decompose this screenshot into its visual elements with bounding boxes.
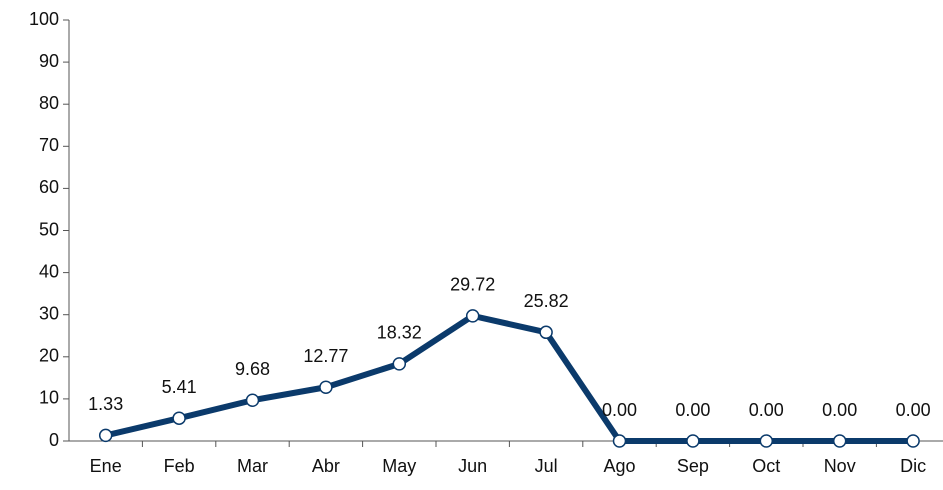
point — [467, 310, 479, 322]
x-tick-label: May — [382, 456, 416, 476]
point — [834, 435, 846, 447]
y-tick-label: 0 — [49, 430, 59, 450]
value-label: 29.72 — [450, 275, 495, 295]
x-tick-label: Feb — [164, 456, 195, 476]
y-tick-label: 80 — [39, 93, 59, 113]
chart: 0 10 20 30 40 50 60 70 80 90 100 Ene Feb Mar Abr May Jun… — [0, 0, 943, 490]
value-label: 0.00 — [675, 400, 710, 420]
value-label: 0.00 — [822, 400, 857, 420]
point — [393, 358, 405, 370]
value-label: 1.33 — [88, 394, 123, 414]
point — [760, 435, 772, 447]
y-tick-label: 90 — [39, 51, 59, 71]
point — [320, 381, 332, 393]
x-tick-label: Mar — [237, 456, 268, 476]
point — [247, 394, 259, 406]
point — [687, 435, 699, 447]
x-tick-label: Dic — [900, 456, 926, 476]
y-tick-label: 60 — [39, 177, 59, 197]
y-tick-label: 20 — [39, 346, 59, 366]
x-tick-label: Ago — [603, 456, 635, 476]
y-tick-label: 70 — [39, 135, 59, 155]
value-label: 0.00 — [602, 400, 637, 420]
x-tick-label: Nov — [824, 456, 856, 476]
value-label: 0.00 — [749, 400, 784, 420]
value-label: 18.32 — [377, 323, 422, 343]
x-tick-label: Jun — [458, 456, 487, 476]
line — [106, 316, 913, 441]
y-tick-label: 10 — [39, 388, 59, 408]
point — [540, 326, 552, 338]
value-label: 12.77 — [303, 346, 348, 366]
y-tick-label: 100 — [29, 9, 59, 29]
point — [907, 435, 919, 447]
x-tick-label: Ene — [90, 456, 122, 476]
point — [614, 435, 626, 447]
value-label: 25.82 — [524, 291, 569, 311]
y-tick-label: 30 — [39, 303, 59, 323]
value-label: 9.68 — [235, 359, 270, 379]
value-label: 5.41 — [162, 377, 197, 397]
x-tick-label: Abr — [312, 456, 340, 476]
x-tick-label: Sep — [677, 456, 709, 476]
value-label: 0.00 — [896, 400, 931, 420]
point — [100, 429, 112, 441]
y-tick-label: 40 — [39, 261, 59, 281]
x-tick-label: Oct — [752, 456, 780, 476]
y-tick-label: 50 — [39, 219, 59, 239]
x-tick-label: Jul — [535, 456, 558, 476]
point — [173, 412, 185, 424]
